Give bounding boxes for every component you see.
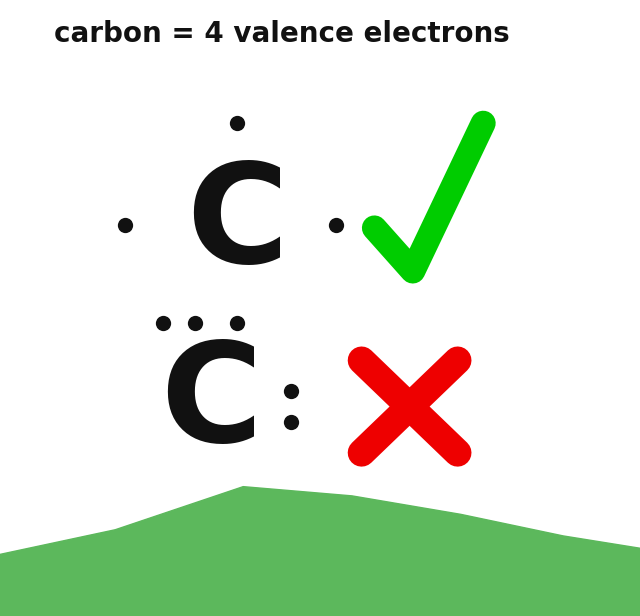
Text: C: C	[160, 336, 262, 471]
Text: carbon = 4 valence electrons: carbon = 4 valence electrons	[54, 20, 509, 48]
Text: C: C	[186, 157, 288, 293]
Polygon shape	[0, 487, 640, 616]
